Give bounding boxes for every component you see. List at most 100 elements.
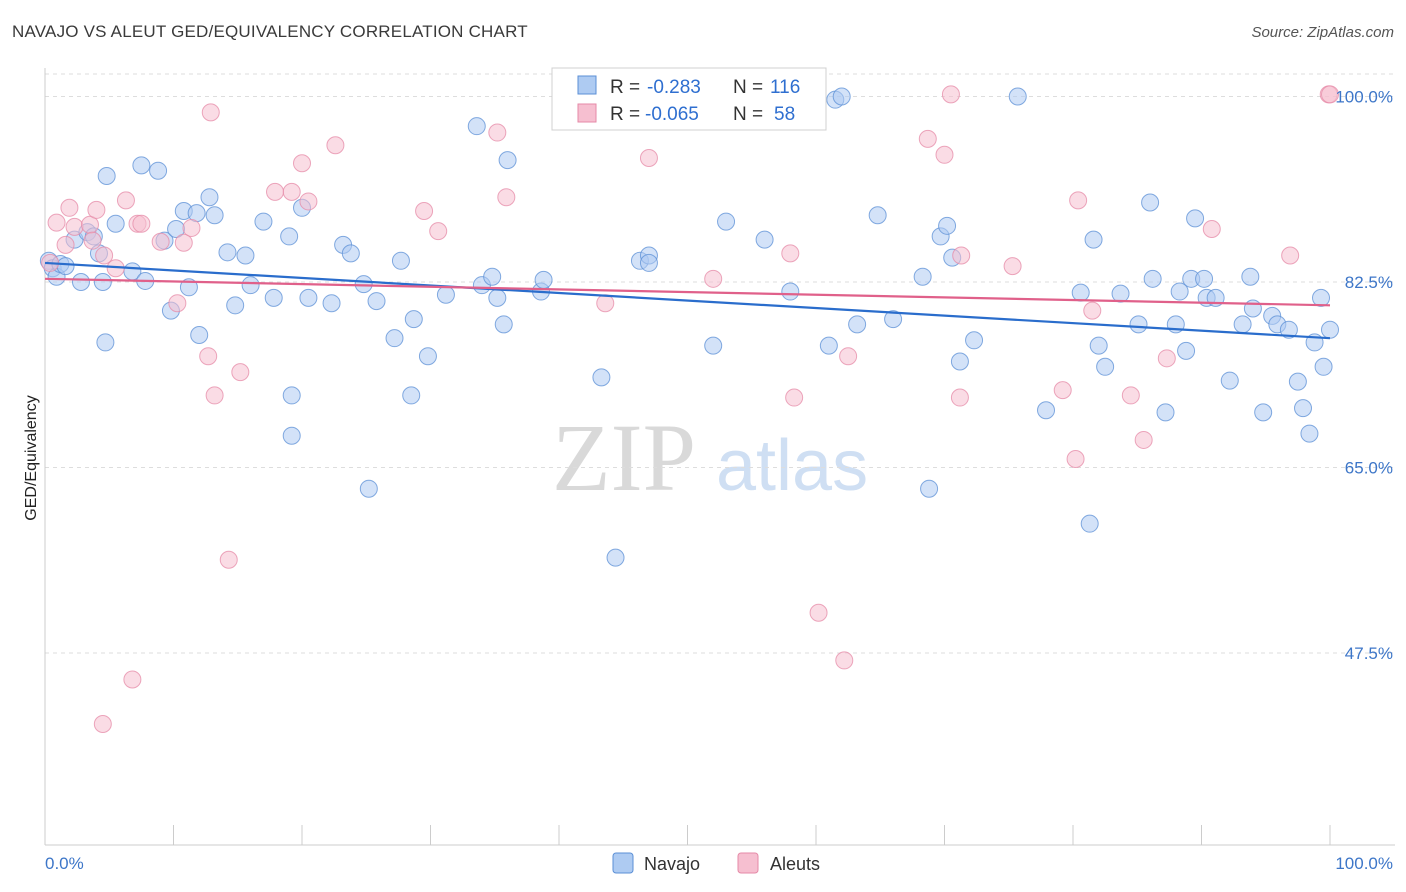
aleut-point — [299, 192, 318, 211]
navajo-point — [1288, 372, 1307, 391]
grid-layer — [45, 73, 1395, 654]
aleut-point — [1003, 257, 1022, 276]
aleut-point — [1157, 349, 1176, 368]
navajo-point — [149, 161, 168, 180]
navajo-point — [391, 251, 410, 270]
y-tick-label: 82.5% — [1345, 273, 1393, 292]
aleut-point — [839, 347, 858, 366]
navajo-point — [1170, 282, 1189, 301]
aleut-point — [293, 154, 311, 173]
navajo-point — [592, 368, 611, 387]
navajo-point — [359, 479, 378, 498]
legend-r-value-navajo: -0.283 — [647, 77, 701, 98]
bottom-legend-aleuts: Aleuts — [770, 854, 820, 874]
navajo-point — [781, 282, 800, 301]
aleut-point — [596, 294, 615, 313]
navajo-point — [639, 253, 658, 272]
navajo-point — [1300, 424, 1319, 443]
navajo-point — [606, 548, 625, 567]
aleut-point — [809, 603, 828, 622]
aleut-point — [116, 191, 135, 210]
aleut-point — [918, 129, 937, 148]
navajo-point — [884, 310, 903, 329]
legend-swatch-navajo — [577, 75, 597, 95]
aleut-point — [326, 136, 345, 155]
navajo-point — [96, 333, 115, 352]
navajo-point — [1111, 284, 1130, 303]
bottom-legend-swatch-navajo — [612, 852, 634, 874]
chart-title: NAVAJO VS ALEUT GED/EQUIVALENCY CORRELAT… — [12, 22, 528, 41]
aleut-point — [639, 148, 658, 167]
bottom-legend-swatch-aleuts — [737, 852, 759, 874]
navajo-point — [950, 352, 969, 371]
navajo-point — [299, 288, 318, 307]
bottom-legend: Navajo Aleuts — [612, 852, 820, 874]
aleut-point — [950, 388, 969, 407]
navajo-point — [418, 347, 437, 366]
navajo-point — [488, 288, 507, 307]
aleut-point — [1134, 430, 1153, 449]
navajo-point — [498, 151, 517, 170]
aleut-point — [1281, 246, 1300, 265]
aleut-point — [56, 235, 75, 254]
x-tick-label: 0.0% — [45, 854, 84, 873]
navajo-point — [106, 214, 125, 233]
watermark-atlas: atlas — [716, 426, 868, 506]
navajo-point — [1220, 371, 1239, 390]
navajo-point — [965, 331, 984, 350]
aleut-point — [65, 217, 84, 236]
legend-n-label-aleuts: N = — [733, 104, 763, 125]
navajo-point — [704, 336, 723, 355]
aleut-point — [429, 222, 448, 241]
aleut-point — [182, 218, 201, 237]
navajo-point — [1141, 193, 1160, 212]
aleut-point — [415, 201, 434, 220]
top-legend: R = -0.283 N = 116 R = -0.065 N = 58 — [551, 67, 827, 131]
navajo-point — [402, 386, 421, 405]
points-layer — [39, 85, 1339, 734]
navajo-point — [282, 426, 301, 445]
legend-r-label-aleuts: R = — [610, 104, 640, 125]
navajo-point — [1312, 288, 1331, 307]
navajo-point — [264, 288, 283, 307]
navajo-point — [1186, 209, 1205, 228]
navajo-point — [132, 156, 151, 175]
axes-layer — [44, 68, 1395, 846]
legend-box — [551, 67, 827, 131]
aleut-point — [835, 651, 854, 670]
aleut-point — [952, 246, 971, 265]
navajo-point — [93, 273, 112, 291]
navajo-point — [868, 206, 887, 225]
legend-n-value-navajo: 116 — [770, 77, 800, 98]
navajo-point — [56, 257, 75, 276]
aleut-point — [1321, 85, 1339, 104]
watermark-zip: ZIP — [552, 404, 696, 511]
aleut-point — [935, 145, 954, 164]
aleut-point — [168, 294, 187, 313]
navajo-point — [385, 329, 404, 348]
navajo-point — [404, 310, 423, 329]
navajo-point — [938, 216, 957, 235]
navajo-point — [97, 167, 116, 185]
y-tick-label: 65.0% — [1345, 459, 1393, 478]
aleut-point — [123, 670, 142, 689]
navajo-point — [1089, 336, 1108, 355]
navajo-point — [1279, 320, 1298, 339]
navajo-point — [1321, 320, 1339, 339]
aleut-point — [1083, 301, 1102, 320]
aleut-point — [231, 363, 250, 382]
y-tick-label: 47.5% — [1345, 644, 1393, 663]
x-tick-label: 100.0% — [1335, 854, 1393, 873]
chart-source: Source: ZipAtlas.com — [1251, 24, 1394, 41]
aleut-point — [83, 231, 102, 250]
navajo-point — [179, 278, 198, 297]
aleut-point — [1121, 386, 1140, 405]
aleut-point — [941, 85, 960, 104]
aleut-point — [174, 233, 193, 252]
navajo-point — [1294, 399, 1313, 418]
aleut-point — [60, 198, 79, 217]
legend-r-value-aleuts: -0.065 — [645, 104, 699, 125]
navajo-point — [1008, 87, 1027, 106]
aleut-point — [497, 188, 516, 207]
